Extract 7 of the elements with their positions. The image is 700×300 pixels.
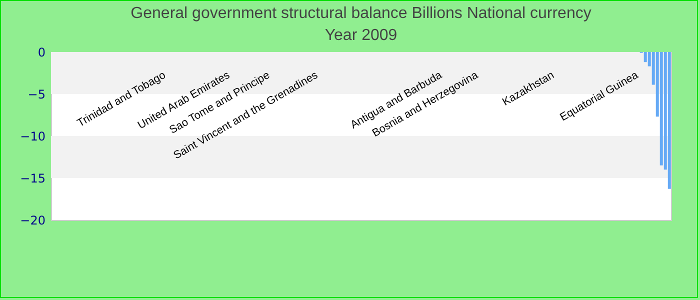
chart-subtitle: Year 2009	[324, 27, 398, 44]
y-tick-label: −10	[20, 130, 46, 144]
y-tick-label: 0	[38, 46, 46, 60]
chart-title: General government structural balance Billions National currency	[130, 5, 592, 22]
y-tick-label: −5	[28, 88, 46, 102]
y-tick-label: −15	[20, 172, 46, 186]
y-tick-label: −20	[20, 214, 46, 228]
